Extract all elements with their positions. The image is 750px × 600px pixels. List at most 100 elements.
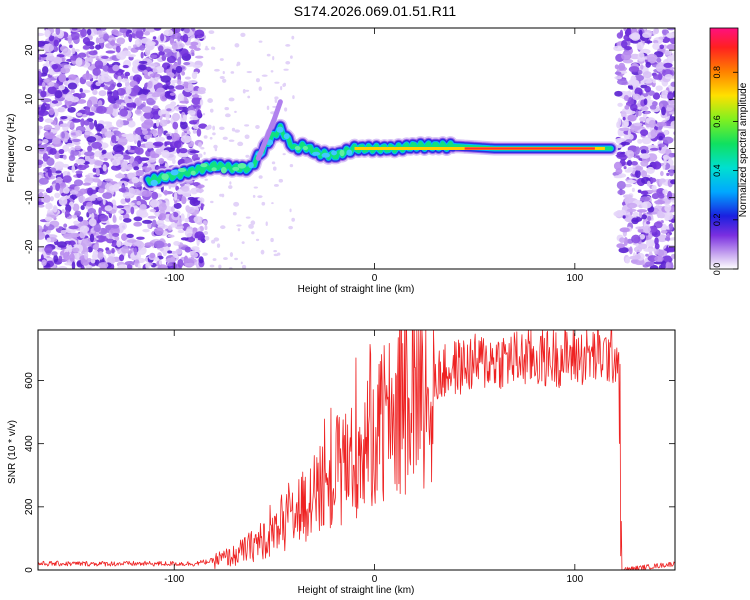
ridge-blob	[190, 170, 196, 176]
noise-speck	[180, 121, 188, 130]
noise-speck	[152, 67, 157, 73]
noise-speck	[655, 63, 664, 72]
noise-speck	[240, 261, 243, 265]
noise-speck	[97, 188, 105, 194]
noise-speck	[255, 238, 260, 242]
noise-speck	[75, 170, 83, 174]
noise-speck	[151, 219, 157, 228]
noise-speck	[51, 100, 59, 104]
noise-speck	[41, 66, 49, 75]
noise-speck	[177, 258, 184, 268]
noise-speck	[43, 194, 51, 203]
noise-speck	[123, 218, 132, 223]
noise-speck	[266, 105, 270, 110]
noise-speck	[209, 136, 213, 140]
noise-speck	[638, 260, 647, 265]
noise-speck	[55, 182, 61, 192]
noise-speck	[47, 86, 57, 95]
ridge-side-lobe	[255, 99, 283, 161]
noise-speck	[656, 187, 666, 196]
noise-speck	[177, 229, 185, 234]
noise-speck	[59, 123, 69, 128]
noise-speck	[94, 160, 104, 166]
noise-speck	[122, 64, 129, 69]
snr-x-tick-label: 100	[566, 574, 583, 585]
noise-speck	[86, 136, 97, 143]
noise-speck	[176, 147, 181, 154]
noise-speck	[277, 252, 281, 256]
noise-speck	[630, 75, 637, 83]
noise-speck	[641, 136, 652, 145]
noise-speck	[616, 180, 626, 190]
noise-speck	[102, 192, 113, 199]
noise-speck	[94, 60, 104, 69]
noise-speck	[658, 36, 665, 40]
noise-speck	[98, 120, 105, 124]
noise-speck	[655, 85, 663, 91]
noise-speck	[632, 164, 636, 169]
noise-speck	[618, 247, 629, 254]
noise-speck	[166, 108, 172, 112]
noise-speck	[265, 221, 268, 227]
noise-speck	[158, 158, 165, 165]
noise-speck	[628, 33, 640, 40]
noise-speck	[186, 206, 195, 214]
spectrogram-ridge	[141, 99, 618, 190]
noise-speck	[71, 150, 80, 156]
noise-speck	[155, 66, 165, 74]
noise-speck	[271, 161, 276, 165]
noise-speck	[656, 234, 668, 243]
noise-speck	[234, 129, 241, 133]
noise-speck	[640, 149, 647, 154]
noise-speck	[223, 257, 228, 261]
noise-speck	[181, 71, 186, 76]
noise-speck	[55, 170, 62, 174]
noise-speck	[45, 221, 50, 227]
noise-speck	[127, 202, 135, 206]
noise-speck	[191, 96, 201, 105]
noise-speck	[618, 62, 626, 71]
noise-speck	[69, 232, 81, 238]
noise-speck	[158, 109, 163, 117]
noise-speck	[161, 149, 170, 158]
noise-speck	[260, 249, 265, 255]
noise-speck	[162, 84, 169, 90]
noise-speck	[666, 172, 670, 177]
noise-speck	[119, 108, 128, 117]
noise-speck	[631, 234, 641, 244]
noise-speck	[53, 39, 59, 47]
noise-speck	[216, 243, 221, 248]
noise-speck	[79, 219, 89, 227]
noise-speck	[626, 202, 638, 209]
noise-speck	[212, 258, 217, 261]
noise-speck	[32, 69, 37, 74]
noise-speck	[38, 32, 45, 37]
noise-speck	[169, 88, 176, 92]
noise-speck	[167, 243, 171, 248]
noise-speck	[124, 98, 134, 104]
noise-speck	[667, 91, 674, 101]
noise-speck	[165, 257, 177, 263]
noise-speck	[659, 178, 666, 183]
noise-speck	[656, 57, 662, 63]
noise-speck	[158, 45, 164, 53]
noise-speck	[614, 75, 623, 80]
noise-speck	[51, 137, 62, 145]
noise-speck	[194, 29, 205, 39]
noise-speck	[652, 40, 659, 44]
noise-speck	[118, 209, 124, 214]
noise-speck	[40, 54, 48, 58]
noise-speck	[38, 70, 42, 80]
noise-speck	[229, 252, 234, 257]
snr-y-tick-label: 400	[24, 435, 35, 452]
noise-speck	[84, 251, 89, 260]
noise-speck	[635, 165, 644, 171]
noise-speck	[86, 28, 92, 36]
noise-speck	[654, 200, 666, 205]
noise-speck	[196, 128, 202, 137]
noise-speck	[48, 81, 55, 87]
noise-speck	[149, 199, 160, 208]
noise-speck	[79, 92, 86, 99]
noise-speck	[100, 228, 107, 234]
noise-speck	[51, 63, 59, 70]
